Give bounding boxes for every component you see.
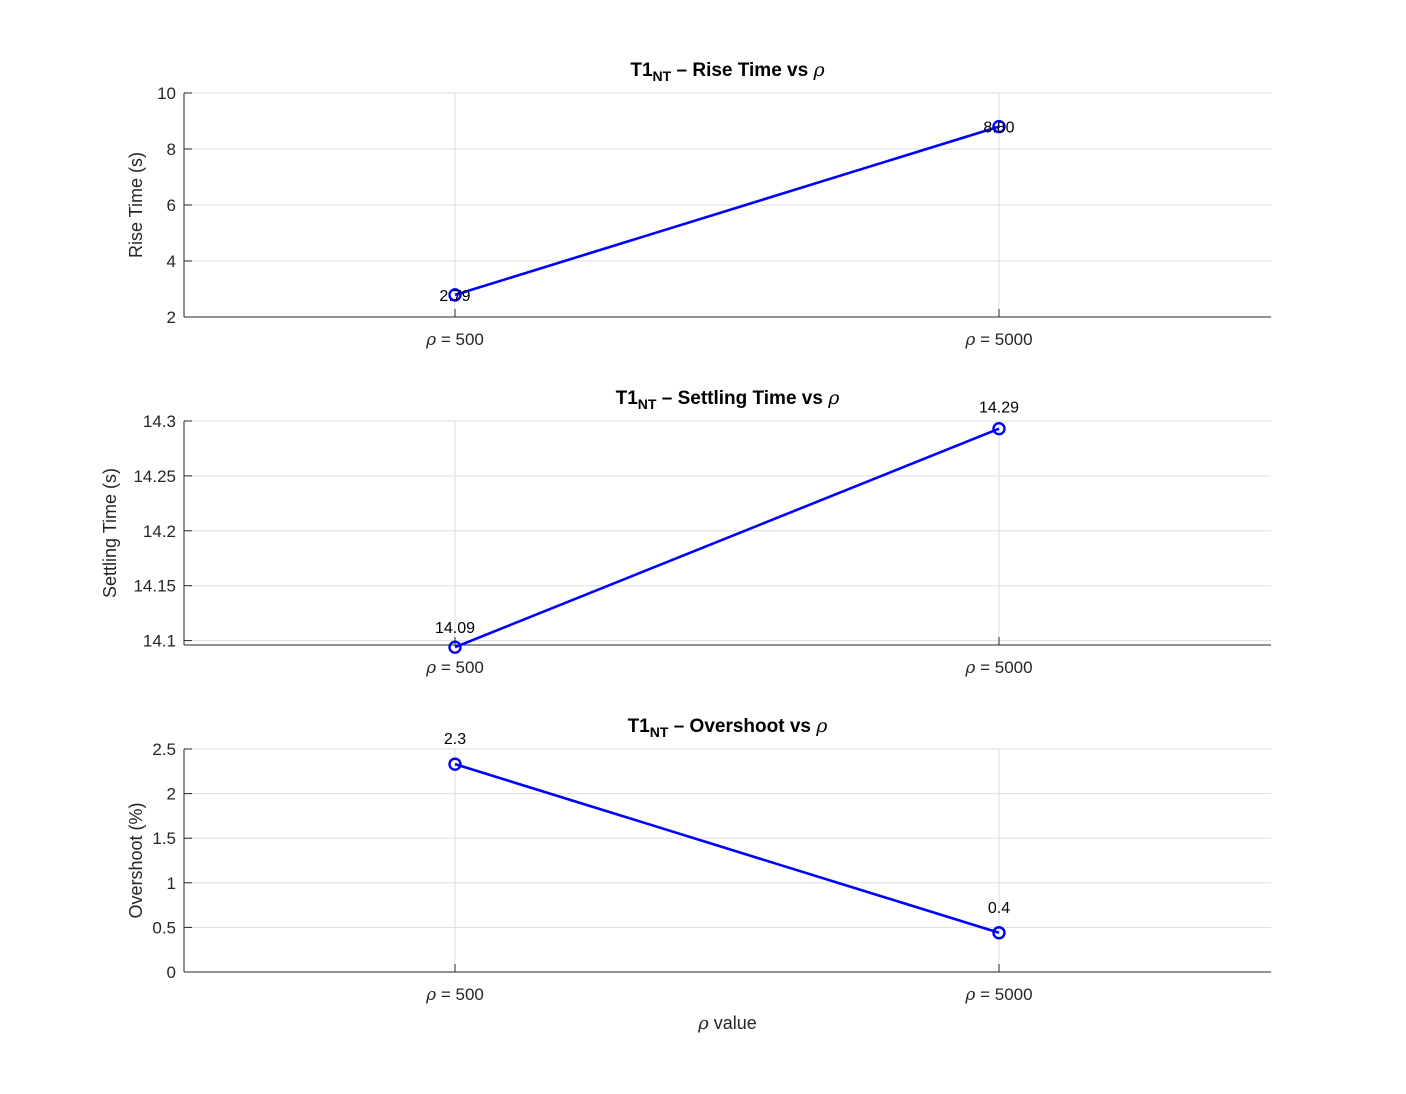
y-tick-label: 14.3	[143, 412, 176, 431]
x-tick-label-symbol: ρ	[964, 330, 975, 350]
chart-title-text: – Rise Time vs	[671, 60, 813, 81]
series-line	[454, 762, 1000, 934]
y-axis-label: Settling Time (s)	[100, 468, 120, 598]
y-axis-label: Rise Time (s)	[126, 152, 146, 258]
chart-title-text: – Settling Time vs	[656, 388, 828, 409]
y-tick-label: 2	[167, 785, 176, 804]
data-point	[448, 640, 462, 654]
x-tick-label-value: = 5000	[975, 330, 1032, 349]
y-tick-label: 8	[167, 140, 176, 159]
x-axis-label-text: value	[709, 1013, 757, 1033]
y-axis-label: Overshoot (%)	[126, 802, 146, 918]
x-tick-label: ρ = 5000	[964, 330, 1032, 350]
y-tick-label: 14.2	[143, 522, 176, 541]
chart-title-subscript: NT	[653, 68, 672, 84]
x-tick-label-value: = 5000	[975, 985, 1032, 1004]
x-tick-label: ρ = 500	[425, 658, 484, 678]
y-tick-label: 1.5	[152, 829, 176, 848]
x-tick-label: ρ = 500	[425, 985, 484, 1005]
data-label: 14.29	[979, 400, 1019, 417]
chart-title-subscript: NT	[638, 396, 657, 412]
chart-title: T1NT – Rise Time vs ρ	[630, 59, 825, 84]
data-point	[992, 119, 1006, 134]
x-tick-label-symbol: ρ	[425, 985, 436, 1005]
data-point	[992, 421, 1006, 436]
x-tick-label: ρ = 5000	[964, 658, 1032, 678]
data-label: 8.80	[983, 120, 1014, 137]
chart-title-subscript: NT	[650, 724, 669, 740]
y-tick-label: 0	[167, 963, 176, 982]
x-tick-label: ρ = 5000	[964, 985, 1032, 1005]
y-tick-label: 10	[157, 84, 176, 103]
y-tick-label: 14.15	[133, 577, 176, 596]
data-point	[448, 757, 462, 771]
x-tick-label-value: = 5000	[975, 658, 1032, 677]
x-tick-label-value: = 500	[436, 658, 484, 677]
y-tick-label: 0.5	[152, 918, 176, 937]
chart-title: T1NT – Settling Time vs ρ	[616, 387, 841, 412]
y-tick-label: 4	[167, 252, 176, 271]
y-tick-label: 2	[167, 308, 176, 327]
x-tick-label-symbol: ρ	[425, 330, 436, 350]
y-tick-label: 6	[167, 196, 176, 215]
x-tick-label-value: = 500	[436, 985, 484, 1004]
chart-title-text: – Overshoot vs	[668, 716, 816, 737]
series-line	[454, 427, 1000, 649]
y-tick-label: 14.1	[143, 632, 176, 651]
data-point	[992, 926, 1006, 940]
chart-title-symbol: ρ	[827, 387, 840, 409]
y-tick-label: 2.5	[152, 740, 176, 759]
y-tick-label: 14.25	[133, 467, 176, 486]
data-point	[448, 288, 462, 302]
x-axis-label: ρ value	[697, 1013, 757, 1034]
data-label: 14.09	[435, 620, 475, 637]
chart-title-main: T1	[616, 388, 639, 409]
x-tick-label-symbol: ρ	[964, 985, 975, 1005]
x-tick-label: ρ = 500	[425, 330, 484, 350]
x-tick-label-value: = 500	[436, 330, 484, 349]
chart-title-main: T1	[630, 60, 653, 81]
data-label: 0.4	[988, 900, 1010, 917]
x-axis-label-symbol: ρ	[697, 1013, 709, 1034]
chart-title-symbol: ρ	[812, 59, 825, 81]
y-tick-label: 1	[167, 874, 176, 893]
x-tick-label-symbol: ρ	[964, 658, 975, 678]
chart-title-symbol: ρ	[815, 715, 828, 737]
x-tick-label-symbol: ρ	[425, 658, 436, 678]
chart-title: T1NT – Overshoot vs ρ	[628, 715, 829, 740]
data-label: 2.79	[439, 288, 470, 305]
series-line	[454, 125, 1000, 297]
data-label: 2.3	[444, 731, 466, 748]
chart-title-main: T1	[628, 716, 651, 737]
